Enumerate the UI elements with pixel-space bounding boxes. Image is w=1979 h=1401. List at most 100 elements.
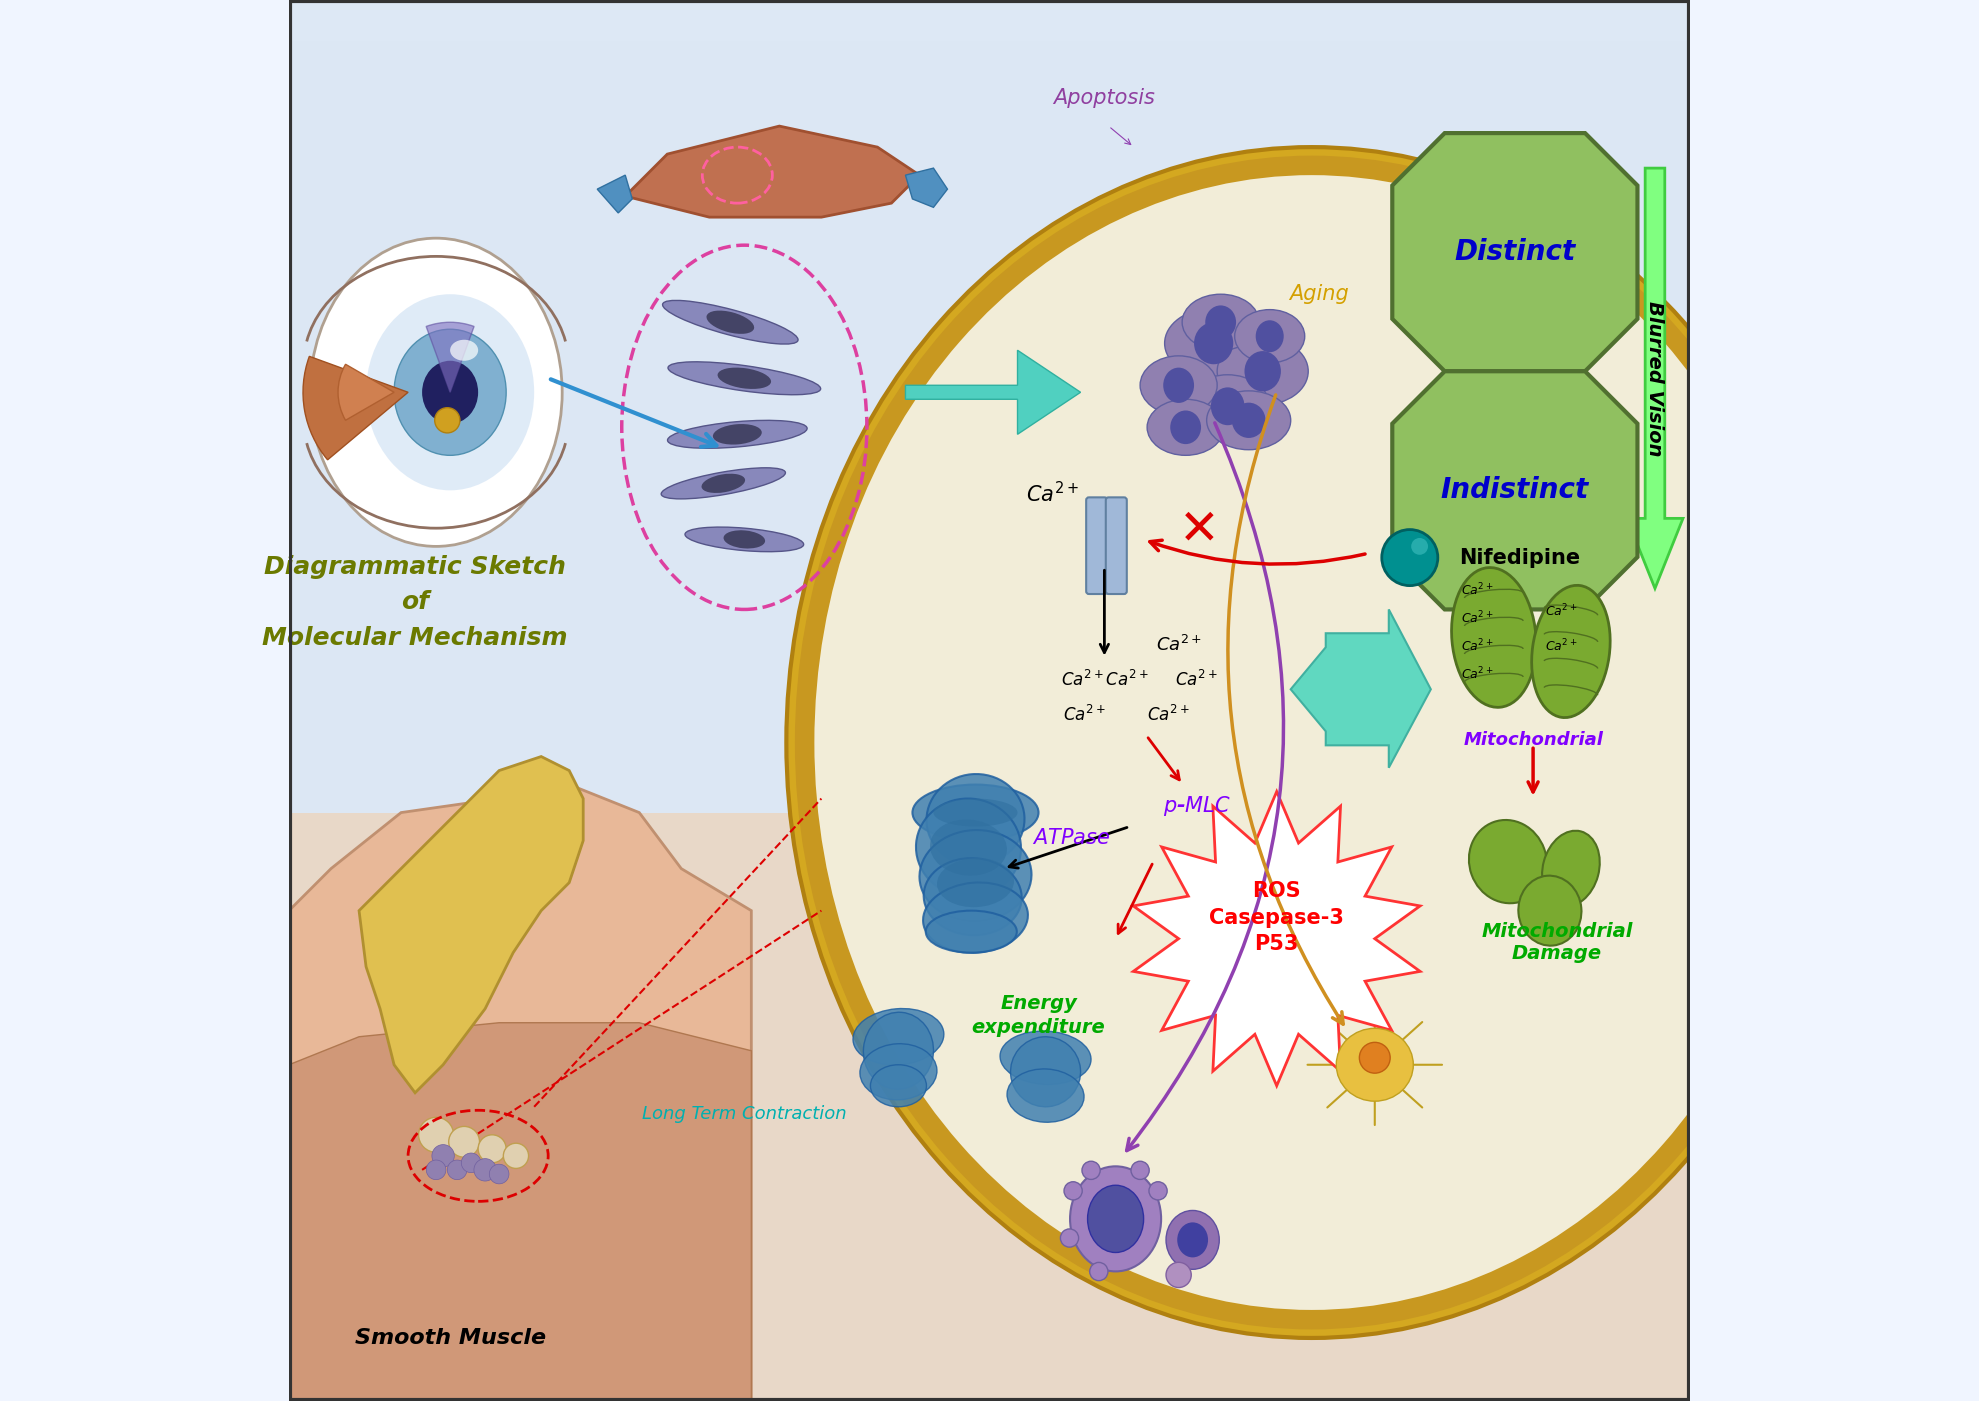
Ellipse shape	[920, 829, 1031, 922]
Ellipse shape	[431, 1145, 455, 1167]
Text: ROS
Casepase-3
P53: ROS Casepase-3 P53	[1209, 881, 1344, 954]
Ellipse shape	[1235, 310, 1304, 363]
Ellipse shape	[669, 361, 821, 395]
Text: $Ca^{2+}Ca^{2+}$: $Ca^{2+}Ca^{2+}$	[1061, 670, 1148, 689]
Ellipse shape	[1411, 538, 1429, 555]
Ellipse shape	[1468, 820, 1548, 904]
Ellipse shape	[1170, 410, 1201, 444]
Ellipse shape	[447, 1160, 467, 1180]
Ellipse shape	[1257, 321, 1284, 352]
Ellipse shape	[999, 1031, 1090, 1084]
Ellipse shape	[853, 1009, 944, 1065]
Ellipse shape	[926, 911, 1017, 953]
Bar	[289, 813, 1690, 1401]
Text: Diagrammatic Sketch
of
Molecular Mechanism: Diagrammatic Sketch of Molecular Mechani…	[263, 555, 568, 650]
Ellipse shape	[1181, 294, 1259, 350]
Ellipse shape	[1011, 1037, 1081, 1107]
Text: Mitochondrial
Damage: Mitochondrial Damage	[1480, 922, 1633, 964]
Ellipse shape	[1231, 402, 1265, 439]
Bar	[289, 488, 1690, 528]
Ellipse shape	[1205, 305, 1237, 339]
Ellipse shape	[926, 773, 1025, 866]
Bar	[289, 609, 1690, 650]
Polygon shape	[625, 126, 920, 217]
Ellipse shape	[1360, 1042, 1389, 1073]
Ellipse shape	[1071, 1166, 1162, 1272]
Ellipse shape	[1532, 586, 1611, 717]
Ellipse shape	[479, 1135, 507, 1163]
Ellipse shape	[1211, 388, 1245, 426]
Polygon shape	[1627, 168, 1682, 588]
Ellipse shape	[422, 361, 479, 425]
Ellipse shape	[934, 799, 1017, 827]
Ellipse shape	[1007, 1069, 1084, 1122]
Text: $Ca^{2+}$: $Ca^{2+}$	[1025, 481, 1079, 506]
Ellipse shape	[1088, 1185, 1144, 1252]
Bar	[289, 731, 1690, 772]
Ellipse shape	[1150, 1182, 1168, 1199]
Ellipse shape	[1381, 530, 1439, 586]
Ellipse shape	[1140, 356, 1217, 415]
Polygon shape	[1290, 609, 1431, 768]
Polygon shape	[358, 757, 584, 1093]
Polygon shape	[1134, 792, 1421, 1086]
Text: Long Term Contraction: Long Term Contraction	[641, 1105, 847, 1122]
Ellipse shape	[707, 311, 754, 333]
Text: $Ca^{2+}$: $Ca^{2+}$	[1461, 665, 1494, 682]
Bar	[289, 569, 1690, 609]
Bar	[289, 772, 1690, 813]
Bar	[289, 0, 1690, 41]
Text: Apoptosis: Apoptosis	[1053, 88, 1156, 108]
Ellipse shape	[1164, 367, 1193, 403]
Ellipse shape	[461, 1153, 481, 1173]
Bar	[289, 244, 1690, 284]
Ellipse shape	[1083, 1161, 1100, 1180]
Bar	[289, 284, 1690, 325]
Bar	[289, 122, 1690, 163]
Ellipse shape	[786, 147, 1837, 1338]
Polygon shape	[906, 168, 948, 207]
Ellipse shape	[1065, 1182, 1083, 1199]
Ellipse shape	[1148, 399, 1225, 455]
Text: Nifedipine: Nifedipine	[1459, 548, 1579, 567]
Text: Blurred Vision: Blurred Vision	[1645, 301, 1664, 455]
Ellipse shape	[922, 883, 1027, 953]
Polygon shape	[1393, 133, 1637, 371]
Text: Aging: Aging	[1288, 284, 1348, 304]
Text: $Ca^{2+}$: $Ca^{2+}$	[1546, 602, 1577, 619]
Ellipse shape	[1542, 831, 1599, 906]
Text: $Ca^{2+}$: $Ca^{2+}$	[1546, 637, 1577, 654]
Bar	[289, 366, 1690, 406]
Ellipse shape	[503, 1143, 528, 1168]
Ellipse shape	[815, 175, 1809, 1310]
Text: $Ca^{2+}$: $Ca^{2+}$	[1461, 637, 1494, 654]
Ellipse shape	[916, 799, 1021, 897]
Bar	[289, 528, 1690, 569]
Text: Smooth Muscle: Smooth Muscle	[354, 1328, 546, 1348]
Ellipse shape	[435, 408, 459, 433]
Text: Energy
expenditure: Energy expenditure	[972, 995, 1106, 1037]
Ellipse shape	[449, 340, 479, 361]
FancyBboxPatch shape	[1106, 497, 1126, 594]
Text: Distinct: Distinct	[1455, 238, 1575, 266]
Bar	[289, 81, 1690, 122]
Ellipse shape	[1207, 391, 1290, 450]
Ellipse shape	[449, 1126, 479, 1157]
Ellipse shape	[861, 1044, 936, 1100]
Text: $p$-$MLC$: $p$-$MLC$	[1164, 793, 1231, 818]
Polygon shape	[289, 785, 752, 1401]
Ellipse shape	[1164, 308, 1263, 378]
Polygon shape	[289, 1023, 752, 1401]
Wedge shape	[425, 322, 475, 392]
Ellipse shape	[1090, 1262, 1108, 1281]
Ellipse shape	[394, 329, 507, 455]
Ellipse shape	[1178, 1222, 1207, 1258]
Bar	[289, 0, 1690, 813]
Text: $Ca^{2+}$: $Ca^{2+}$	[1156, 635, 1201, 654]
Ellipse shape	[420, 1118, 453, 1152]
Text: Mitochondrial: Mitochondrial	[1462, 731, 1603, 748]
Bar	[289, 447, 1690, 488]
Text: $Ca^{2+}$: $Ca^{2+}$	[1176, 670, 1219, 689]
Bar	[289, 163, 1690, 203]
Ellipse shape	[425, 1160, 445, 1180]
